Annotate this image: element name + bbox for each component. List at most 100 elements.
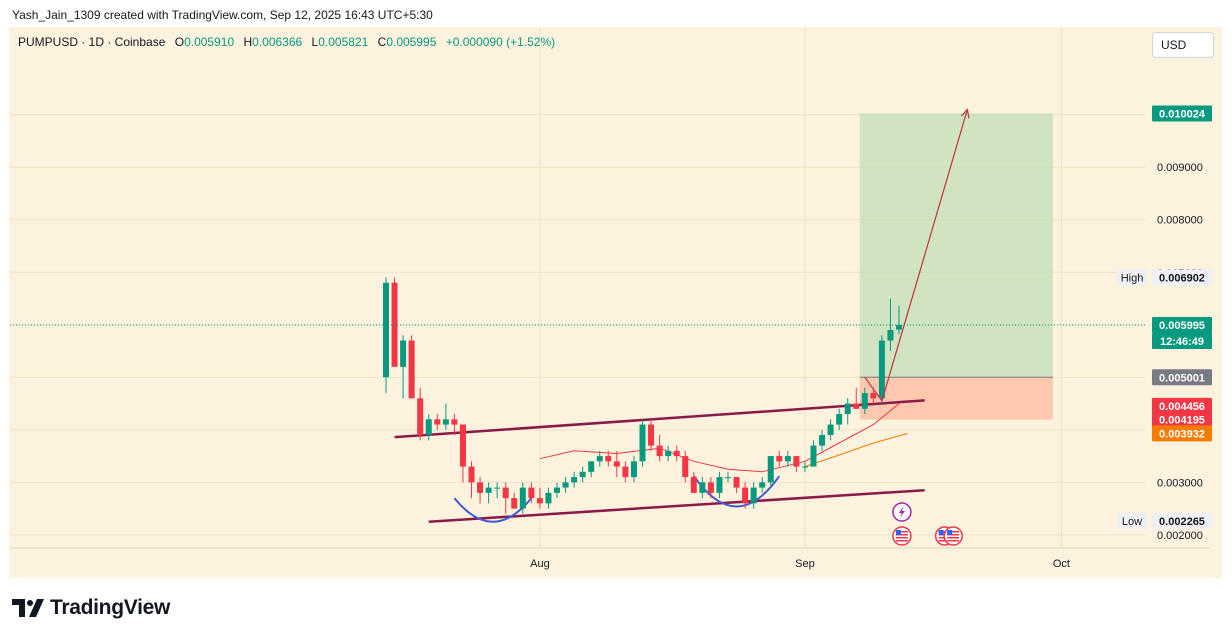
- currency-selector[interactable]: USD: [1152, 32, 1214, 58]
- candle: [596, 450, 603, 467]
- candle: [383, 277, 389, 394]
- candle: [400, 335, 407, 399]
- candle-body: [733, 477, 740, 488]
- candle: [801, 461, 808, 472]
- candle-body: [853, 403, 860, 409]
- candle: [630, 456, 637, 483]
- candle-body: [656, 445, 663, 457]
- scale-label-text: High: [1121, 272, 1144, 284]
- candle: [776, 450, 783, 467]
- event-badge: [943, 526, 963, 546]
- candle: [579, 466, 586, 483]
- candle-body: [682, 456, 689, 478]
- x-tick-label: Oct: [1053, 558, 1070, 570]
- symbol-label[interactable]: PUMPUSD · 1D · Coinbase: [18, 35, 166, 49]
- flag-stripe: [938, 540, 951, 542]
- scale-label-text: 0.003932: [1159, 428, 1205, 440]
- candle-body: [485, 487, 492, 493]
- candle-body: [784, 456, 791, 462]
- flag-stripe: [895, 534, 908, 536]
- candle-body: [545, 492, 552, 504]
- close-label: C: [377, 35, 387, 49]
- scale-label-text: 12:46:49: [1160, 336, 1204, 348]
- candle-body: [408, 340, 415, 399]
- candle: [827, 419, 834, 441]
- candle-body: [827, 424, 834, 436]
- flag-canton: [895, 530, 901, 535]
- y-tick-label: 0.008000: [1157, 215, 1203, 227]
- scale-price-label: 0.010024: [1152, 105, 1212, 122]
- candle-body: [887, 330, 894, 341]
- candle-body: [793, 456, 800, 467]
- candle: [588, 461, 595, 478]
- candle: [494, 482, 501, 499]
- candle-body: [383, 282, 389, 378]
- candle: [870, 387, 877, 404]
- candle: [836, 408, 843, 430]
- footer-logo[interactable]: TradingView: [12, 596, 170, 620]
- candle-body: [605, 456, 612, 462]
- stop-zone: [859, 377, 1053, 420]
- us-flag-event-icon: [892, 526, 912, 546]
- candle: [853, 387, 860, 409]
- candle-body: [425, 419, 432, 436]
- candle-body: [588, 461, 595, 472]
- candle-body: [630, 461, 637, 478]
- moving-average-1: [539, 403, 900, 473]
- scale-label-text: 0.005001: [1159, 372, 1205, 384]
- candle-body: [759, 482, 766, 488]
- high-label: H: [243, 35, 253, 49]
- candle-body: [434, 419, 441, 425]
- candle: [605, 450, 612, 467]
- candle-body: [622, 466, 629, 478]
- candle-body: [725, 477, 731, 479]
- lightning-glyph: [898, 506, 905, 518]
- candle: [391, 277, 398, 367]
- scale-price-label: 0.006902: [1152, 269, 1212, 286]
- candle: [536, 487, 543, 509]
- scale-price-label: 0.003932: [1152, 425, 1212, 442]
- flag-stripe: [947, 540, 960, 542]
- candle-body: [665, 450, 672, 457]
- candle: [682, 450, 689, 483]
- scale-label-bg: [1152, 397, 1212, 414]
- candle: [878, 335, 885, 404]
- tradingview-brand: TradingView: [50, 596, 171, 619]
- candle: [417, 387, 424, 441]
- candle: [519, 482, 526, 514]
- flag-canton: [947, 530, 953, 535]
- candles: [383, 277, 902, 514]
- chart-credit: Yash_Jain_1309 created with TradingView.…: [12, 8, 433, 22]
- y-tick-label: 0.002000: [1157, 530, 1203, 542]
- candle: [639, 419, 646, 467]
- low-label: L: [311, 35, 319, 49]
- candle-body: [716, 477, 723, 493]
- moving-average-2: [804, 433, 908, 468]
- channel-line-upper: [394, 399, 925, 439]
- candle: [707, 477, 714, 499]
- candle-body: [459, 424, 466, 467]
- scale-label-text: 0.006902: [1159, 272, 1205, 284]
- event-badge: [892, 526, 912, 546]
- candle: [502, 482, 509, 514]
- candle: [750, 482, 757, 509]
- candle: [477, 477, 484, 504]
- candle: [767, 456, 774, 488]
- close-value: 0.005995: [386, 35, 437, 49]
- candle: [673, 445, 680, 462]
- candle: [725, 471, 731, 483]
- candle: [810, 440, 817, 467]
- candle: [742, 482, 749, 509]
- y-tick-label: 0.003000: [1157, 477, 1203, 489]
- scale-label-bg: [1152, 333, 1212, 350]
- open-label: O: [174, 35, 185, 49]
- candle-body: [400, 340, 407, 367]
- candle: [690, 471, 697, 493]
- change-value: +0.000090 (+1.52%): [445, 35, 556, 49]
- candle-body: [554, 487, 560, 493]
- candle-body: [502, 487, 509, 499]
- scale-label-text: Low: [1122, 516, 1142, 528]
- candle-body: [417, 398, 424, 436]
- x-tick-label: Aug: [530, 558, 550, 570]
